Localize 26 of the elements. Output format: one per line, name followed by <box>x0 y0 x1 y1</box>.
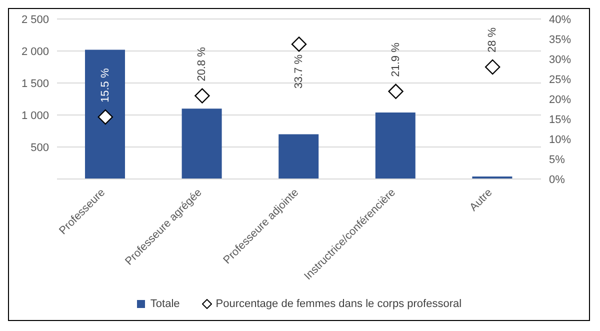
data-label: 33.7 % <box>293 54 305 89</box>
y2-tick-label: 0% <box>549 174 566 186</box>
y2-tick-label: 15% <box>549 114 572 126</box>
y-tick-label: 1 500 <box>21 78 49 90</box>
bar <box>85 50 125 179</box>
y2-tick-label: 25% <box>549 74 572 86</box>
bar <box>182 108 222 179</box>
legend-label: Pourcentage de femmes dans le corps professoral <box>214 298 462 310</box>
bar <box>278 134 319 179</box>
data-label: 20.8 % <box>196 46 208 82</box>
bar <box>375 112 416 179</box>
data-label: 21.9 % <box>390 42 402 77</box>
point <box>98 109 113 125</box>
y-tick-label: 1 000 <box>21 110 49 122</box>
y2-tick-label: 5% <box>549 154 566 166</box>
y-tick-label: 500 <box>30 142 49 154</box>
legend-label: Totale <box>149 298 180 310</box>
y2-tick-label: 30% <box>549 54 572 66</box>
y-tick-label: 2 500 <box>21 14 49 26</box>
y2-tick-label: 20% <box>549 94 572 106</box>
y2-tick-label: 35% <box>549 34 572 46</box>
y2-tick-label: 10% <box>549 134 572 146</box>
y2-tick-label: 40% <box>549 14 572 26</box>
data-label: 28 % <box>486 27 499 52</box>
y-tick-label: 2 000 <box>21 46 49 58</box>
data-label: 15.5 % <box>99 68 112 102</box>
